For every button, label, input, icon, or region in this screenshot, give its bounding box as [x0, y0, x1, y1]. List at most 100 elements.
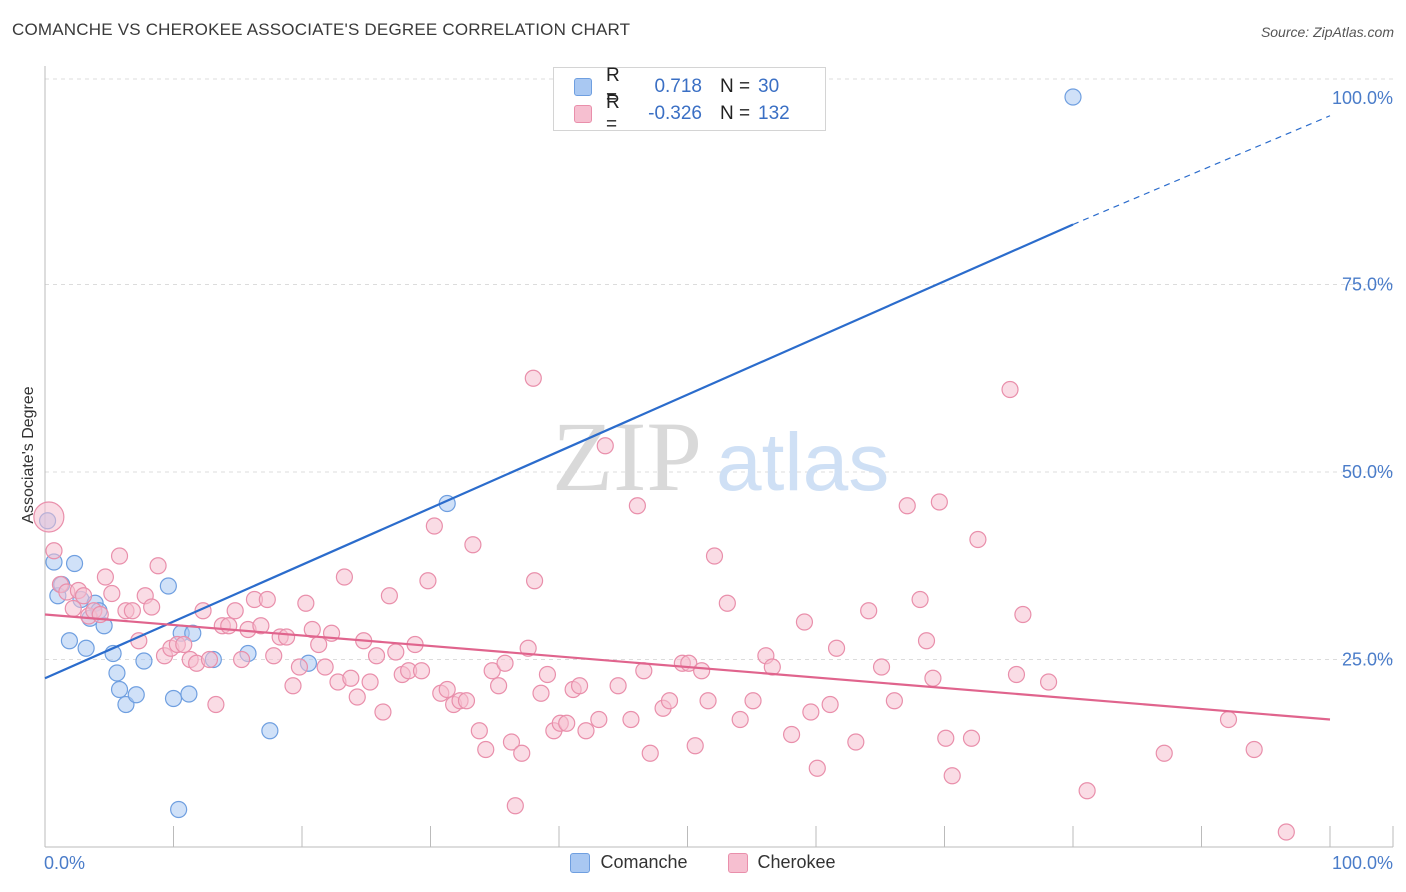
cherokee-point — [577, 722, 595, 740]
cherokee-point — [808, 759, 826, 777]
cherokee-point — [821, 695, 839, 714]
trend-lines — [44, 115, 1331, 721]
cherokee-point — [342, 669, 360, 687]
cherokee-point — [464, 536, 482, 554]
cherokee-point — [374, 703, 392, 721]
stats-legend: R = 0.718 N = 30 R = -0.326 N = 132 — [553, 65, 826, 135]
y-tick-label: 25.0% — [1342, 650, 1393, 670]
chart-title: COMANCHE VS CHEROKEE ASSOCIATE'S DEGREE … — [12, 20, 631, 39]
cherokee-legend-label: Cherokee — [757, 852, 836, 872]
cherokee-point — [506, 797, 524, 815]
cherokee-point — [419, 572, 437, 590]
cherokee-point — [348, 688, 366, 706]
y-tick-label: 75.0% — [1342, 275, 1393, 295]
cherokee-point — [538, 665, 557, 684]
cherokee-point — [570, 677, 589, 695]
cherokee-point — [483, 662, 501, 680]
cherokee-point — [924, 669, 942, 687]
cherokee-point — [490, 677, 508, 695]
comanche-point — [159, 577, 177, 595]
cherokee-point — [110, 547, 129, 565]
cherokee-point — [641, 744, 659, 762]
watermark-atlas: atlas — [716, 417, 889, 508]
cherokee-point — [96, 568, 114, 586]
cherokee-point — [1245, 740, 1263, 759]
legend-row-cherokee: R = -0.326 N = 132 — [554, 92, 790, 135]
cherokee-point — [1078, 782, 1096, 800]
comanche-point — [261, 722, 279, 740]
r-label: R = — [606, 65, 620, 108]
comanche-trend-line — [44, 223, 1074, 680]
cherokee-point — [744, 692, 762, 710]
cherokee-point — [277, 628, 296, 646]
comanche-point — [108, 664, 126, 682]
cherokee-point — [233, 650, 251, 669]
cherokee-point — [252, 617, 270, 635]
watermark: ZIP atlas — [552, 401, 889, 512]
cherokee-point — [609, 677, 627, 695]
r-value: -0.326 — [648, 103, 702, 124]
cherokee-point — [470, 722, 488, 740]
cherokee-point — [969, 530, 987, 549]
y-axis-label: Associate's Degree — [20, 386, 37, 523]
axes — [44, 66, 1394, 848]
cherokee-point — [265, 647, 283, 665]
data-points — [33, 88, 1295, 841]
cherokee-point — [303, 620, 321, 639]
cherokee-point — [457, 692, 476, 710]
grid-lines — [45, 78, 1393, 660]
cherokee-point — [175, 635, 193, 654]
comanche-swatch — [574, 78, 592, 96]
comanche-point — [180, 685, 198, 703]
cherokee-point — [1014, 605, 1032, 624]
cherokee-point — [693, 662, 711, 680]
cherokee-point — [802, 703, 820, 721]
comanche-point — [164, 689, 183, 708]
cherokee-point — [200, 650, 219, 669]
cherokee-legend-swatch — [727, 852, 748, 873]
cherokee-point — [917, 632, 936, 650]
cherokee-point — [33, 501, 65, 533]
comanche-point — [135, 652, 153, 670]
cherokee-point — [367, 647, 386, 665]
cherokee-point — [438, 680, 456, 699]
x-tick-label: 100.0% — [1332, 853, 1393, 873]
cherokee-point — [885, 692, 903, 710]
comanche-point — [77, 639, 95, 657]
series-cherokee — [33, 369, 1295, 841]
cherokee-point — [335, 568, 354, 586]
comanche-point — [110, 680, 129, 699]
n-label: N = — [720, 103, 751, 124]
cherokee-point — [525, 572, 544, 590]
cherokee-point — [45, 542, 63, 560]
cherokee-point — [425, 517, 443, 535]
cherokee-point — [686, 737, 704, 755]
cherokee-point — [74, 587, 93, 605]
cherokee-point — [143, 598, 161, 616]
cherokee-point — [513, 744, 531, 762]
cherokee-point — [699, 692, 717, 710]
n-value: 30 — [758, 76, 780, 97]
cherokee-point — [310, 635, 328, 654]
cherokee-point — [532, 684, 550, 702]
legend-item-comanche[interactable]: Comanche — [570, 852, 688, 873]
cherokee-point — [1039, 673, 1058, 691]
cherokee-point — [718, 594, 736, 612]
cherokee-point — [1219, 710, 1238, 729]
comanche-point — [60, 632, 79, 650]
cherokee-point — [524, 369, 542, 387]
cherokee-point — [943, 767, 961, 785]
r-label: R = — [606, 92, 620, 135]
cherokee-point — [596, 437, 614, 455]
cherokee-point — [496, 654, 514, 672]
cherokee-point — [316, 658, 334, 676]
cherokee-point — [847, 733, 865, 751]
comanche-trend-extension — [1072, 115, 1331, 226]
tick-labels: 25.0% 50.0% 75.0% 100.0% 0.0% 100.0% — [44, 88, 1393, 873]
series-legend: Comanche Cherokee — [0, 852, 1406, 873]
legend-item-cherokee[interactable]: Cherokee — [727, 852, 836, 873]
cherokee-swatch — [574, 105, 592, 123]
cherokee-point — [937, 729, 955, 747]
cherokee-point — [558, 714, 576, 732]
